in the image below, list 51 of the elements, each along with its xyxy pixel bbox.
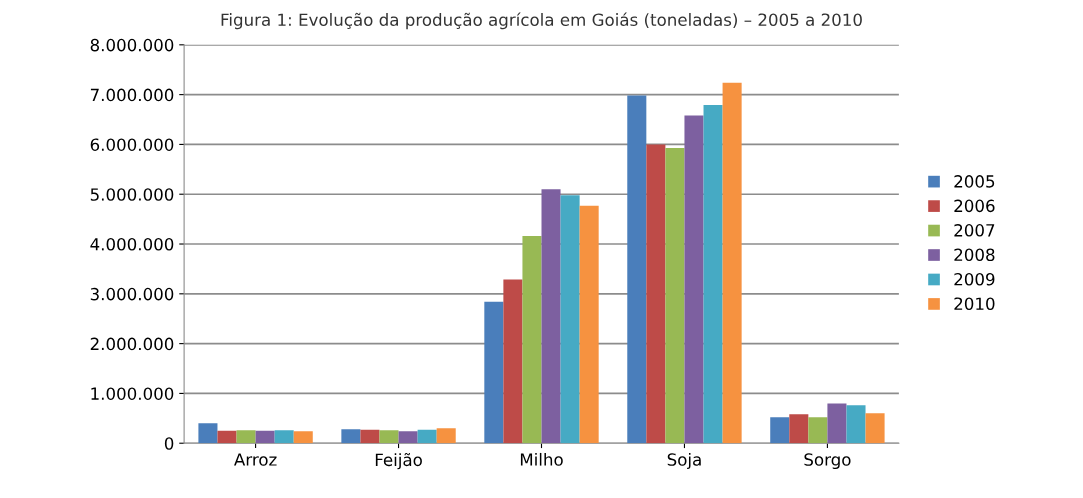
legend-label: 2006 — [954, 199, 995, 213]
x-tick-label: Milho — [520, 452, 563, 466]
bar — [827, 403, 847, 444]
legend-label: 2008 — [954, 248, 995, 262]
bar — [865, 413, 885, 444]
legend-label: 2010 — [954, 297, 995, 311]
bar — [646, 144, 666, 444]
legend-label: 2007 — [954, 224, 995, 237]
bar — [560, 195, 580, 444]
y-tick-label: 0 — [164, 437, 174, 450]
bar — [217, 430, 237, 444]
y-tick-label: 1.000.000 — [91, 387, 174, 400]
y-tick-label: 4.000.000 — [90, 237, 174, 251]
bar — [627, 95, 647, 444]
bar — [341, 429, 361, 444]
bar — [360, 429, 380, 444]
bar — [789, 414, 809, 444]
x-tick-label: Sorgo — [804, 453, 851, 470]
y-tick-label: 2.000.000 — [90, 337, 174, 351]
x-tick-label: Feijão — [375, 452, 422, 470]
bar — [770, 417, 790, 444]
bar — [436, 428, 456, 444]
legend-label: 2009 — [954, 272, 995, 286]
y-tick-label: 8.000.000 — [90, 38, 174, 52]
bar — [293, 431, 313, 444]
bar — [703, 105, 723, 444]
bar — [255, 430, 275, 444]
bar — [398, 431, 418, 444]
bar — [503, 279, 523, 444]
bar — [198, 423, 218, 444]
bar — [808, 417, 828, 444]
bar — [417, 429, 437, 444]
bar — [722, 82, 742, 444]
legend-label: 2005 — [954, 175, 995, 188]
bar — [684, 115, 704, 444]
x-tick-label: Soja — [667, 452, 701, 470]
bar — [522, 236, 542, 444]
bar — [665, 147, 685, 444]
y-tick-label: 7.000.000 — [90, 88, 174, 102]
y-tick-label: 5.000.000 — [90, 188, 174, 201]
bar — [274, 430, 294, 444]
bar — [846, 405, 866, 444]
y-tick-label: 3.000.000 — [90, 287, 174, 301]
y-tick-label: 6.000.000 — [90, 138, 174, 151]
x-tick-label: Arroz — [234, 453, 277, 466]
bar — [579, 205, 599, 444]
bar — [541, 189, 561, 444]
bar — [236, 430, 256, 444]
chart-title: Figura 1: Evolução da produção agrícola em Goiás (toneladas) – 2005 a 2010 — [221, 12, 862, 30]
bar — [484, 301, 504, 444]
bar — [379, 430, 399, 444]
